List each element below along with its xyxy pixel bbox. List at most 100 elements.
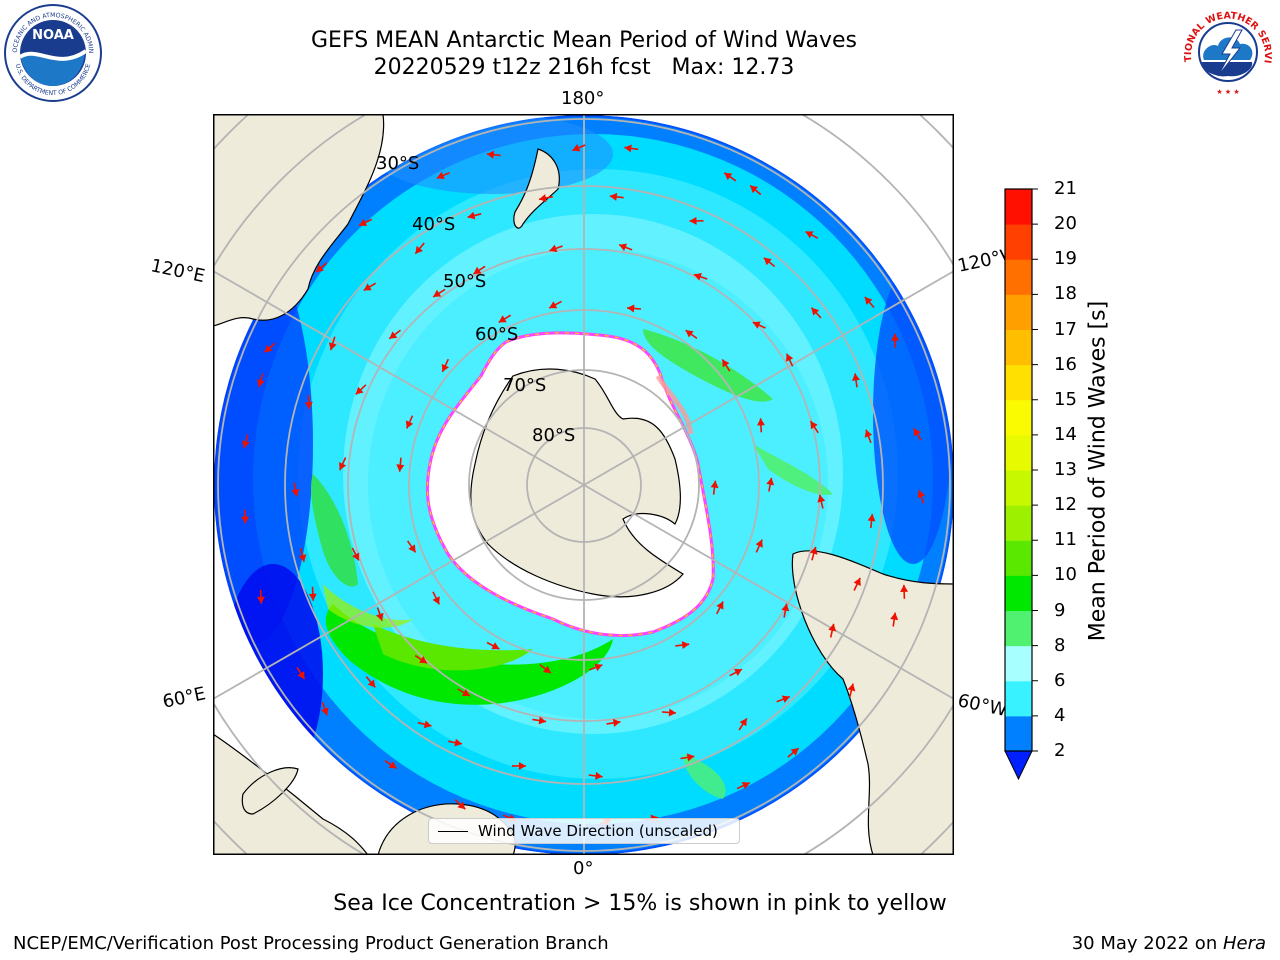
wind-wave-arrow-head [321,707,329,716]
colorbar-segment [1005,364,1032,401]
wind-wave-arrow-head [755,539,763,548]
colorbar-tick-label: 14 [1054,423,1077,445]
wind-wave-arrow-head [890,612,899,621]
map-legend: Wind Wave Direction (unscaled) [428,818,740,844]
chart-subtitle: 20220529 t12z 216h fcst Max: 12.73 [373,55,795,80]
wind-wave-arrow-head [432,596,440,605]
colorbar-segment [1005,645,1032,682]
wind-wave-arrow-head [415,245,423,254]
colorbar-tick-label: 8 [1054,634,1066,656]
colorbar-segment [1005,434,1032,471]
footer-date: 30 May 2022 on Hera [1071,933,1266,954]
wind-wave-arrow-head [809,546,818,555]
colorbar-tick-label: 21 [1054,178,1077,199]
wind-wave-arrow-head [913,428,921,437]
colorbar-segment [1005,294,1032,330]
wind-wave-arrow-head [624,144,632,153]
wind-wave-arrow-head [710,480,719,489]
wind-wave-arrow-head [828,623,837,632]
wind-wave-arrow-head [766,477,775,486]
lon-label-180: 180° [561,88,605,109]
wind-wave-arrow-head [304,401,313,410]
wind-wave-arrow-head [491,642,500,650]
colorbar-tick-label: 11 [1054,529,1077,551]
wind-wave-arrow-head [681,641,690,649]
colorbar [1004,188,1038,781]
wind-wave-arrow-head [781,695,790,703]
wind-wave-arrow-head [752,321,761,329]
wind-wave-arrow-head [786,353,794,362]
wind-wave-arrow-head [900,584,909,592]
wind-wave-arrow-head [693,273,702,281]
legend-label: Wind Wave Direction (unscaled) [478,822,718,840]
noaa-logo-text: NOAA [32,28,74,43]
colorbar-segment [1005,715,1032,752]
wind-wave-arrow-head [853,577,861,586]
lat-label-80s: 80°S [532,425,575,446]
wind-wave-arrow-head [572,144,581,152]
colorbar-tick-label: 10 [1054,564,1077,586]
wind-wave-arrow-head [686,753,695,762]
lat-label-60s: 60°S [475,324,518,345]
colorbar-segment [1005,189,1032,225]
wind-wave-arrow-head [308,593,317,601]
wind-wave-arrow-head [473,266,482,274]
wind-wave-arrow-head [539,194,547,202]
wind-wave-arrow-head [359,218,368,227]
colorbar-tick-label: 15 [1054,388,1077,410]
wind-wave-arrow-head [241,516,250,524]
wind-wave-arrow-head [316,264,324,273]
wind-wave-arrow-head [436,171,445,180]
wind-wave-arrow-head [810,421,818,430]
footer-host: Hera [1222,933,1266,954]
madagascar-landmass [241,767,299,815]
colorbar-tick-label: 17 [1054,318,1077,340]
colorbar-tick-label: 9 [1054,599,1066,621]
nws-logo: NATIONAL WEATHER SERVICE ★ ★ ★ [1178,2,1276,100]
wind-wave-arrow-head [668,708,676,717]
wind-wave-arrow-head [257,596,265,604]
wind-wave-arrow-head [891,333,899,341]
chart-title: GEFS MEAN Antarctic Mean Period of Wind … [311,28,857,53]
wind-wave-arrow-head [242,440,250,449]
colorbar-underflow-triangle [1004,750,1033,781]
wind-wave-arrow-head [741,782,750,790]
wind-wave-arrow-head [457,801,466,810]
new-zealand-landmass [513,148,560,229]
wind-wave-arrow-head [609,192,618,201]
wind-wave-arrow-head [750,185,758,194]
colorbar-tick-label: 4 [1054,704,1066,726]
wind-wave-arrow-head [352,552,360,561]
colorbar-segment [1005,329,1032,366]
wind-wave-arrow-head [811,307,820,316]
wind-wave-arrow-head [423,720,432,729]
wind-wave-arrow-head [689,216,697,225]
wind-wave-arrow-head [763,257,772,266]
wind-wave-arrow-head [257,379,265,387]
wind-wave-arrow-head [543,665,551,674]
wind-wave-arrow-head [757,418,765,426]
colorbar-segment [1005,505,1032,541]
colorbar-tick-label: 20 [1054,213,1077,235]
wind-wave-arrow-head [454,738,462,747]
map-frame [213,114,954,855]
lat-label-50s: 50°S [443,271,486,292]
australia-landmass [213,114,385,327]
africa-landmass [213,733,369,855]
wind-wave-arrow-head [538,716,547,725]
lon-label-60e: 60°E [160,683,208,713]
colorbar-segment [1005,399,1032,436]
wind-wave-arrow-head [405,420,414,429]
wind-wave-arrow-head [498,315,507,323]
wind-wave-arrow-head [549,244,558,253]
colorbar-tick-label: 12 [1054,494,1077,516]
wind-wave-arrow-head [805,231,814,239]
colorbar-tick-label: 2 [1054,740,1066,761]
sea-ice-edge [426,332,714,637]
wind-wave-arrow-head [339,462,347,471]
colorbar-segment [1005,259,1032,295]
colorbar-segment [1005,575,1032,611]
wind-wave-arrow-head [594,663,603,672]
wind-wave-arrow-head [627,304,635,313]
wind-wave-arrow-head [461,689,470,696]
